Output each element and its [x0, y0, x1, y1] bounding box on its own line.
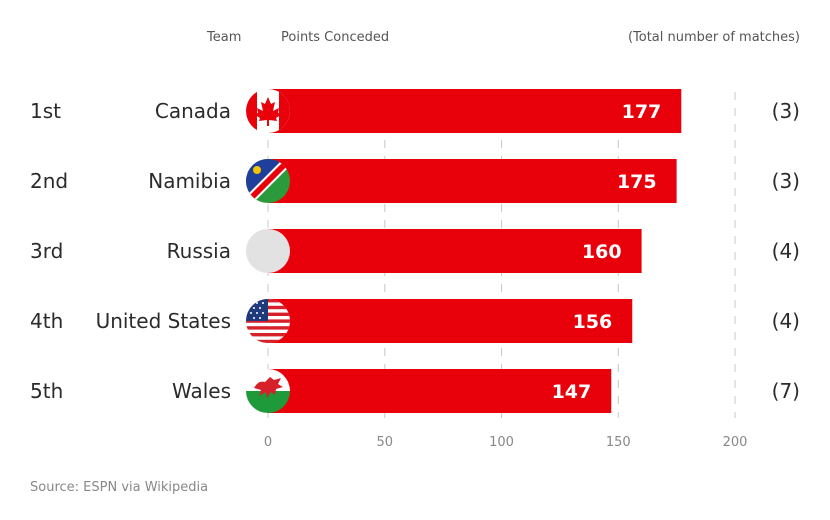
- matches-label: (3): [772, 169, 800, 193]
- bar: [268, 159, 677, 203]
- bar-value-label: 160: [582, 241, 622, 263]
- rank-label: 5th: [30, 379, 63, 403]
- bar: [268, 369, 612, 413]
- team-label: Canada: [155, 99, 231, 123]
- russia-flag-placeholder-icon: [246, 229, 290, 273]
- x-tick-label: 100: [489, 435, 514, 450]
- bars: [268, 89, 682, 413]
- labels: 0 50 100 150 200 1st Canada 177 (3) 2nd Namibia 175…: [30, 99, 800, 450]
- bar: [268, 89, 682, 133]
- x-tick-label: 50: [376, 435, 393, 450]
- team-label: Namibia: [148, 169, 231, 193]
- rank-label: 1st: [30, 99, 61, 123]
- wales-flag-icon: [246, 369, 290, 413]
- bar: [268, 229, 642, 273]
- x-tick-label: 150: [606, 435, 631, 450]
- namibia-flag-icon: [246, 159, 290, 203]
- column-header-total-matches: (Total number of matches): [627, 30, 800, 45]
- bar-value-label: 177: [622, 101, 662, 123]
- bar-value-label: 147: [552, 381, 592, 403]
- team-label: Wales: [172, 379, 231, 403]
- matches-label: (7): [772, 379, 800, 403]
- canada-flag-icon: [246, 89, 290, 133]
- source-note: Source: ESPN via Wikipedia: [30, 480, 209, 495]
- bar: [268, 299, 633, 343]
- matches-label: (4): [772, 309, 800, 333]
- rank-label: 3rd: [30, 239, 63, 263]
- united-states-flag-icon: [246, 299, 290, 343]
- column-header-points-conceded: Points Conceded: [281, 30, 390, 45]
- rank-label: 4th: [30, 309, 63, 333]
- x-tick-label: 0: [264, 435, 272, 450]
- matches-label: (4): [772, 239, 800, 263]
- flags: [246, 89, 290, 413]
- rank-label: 2nd: [30, 169, 68, 193]
- team-label: United States: [96, 309, 231, 333]
- team-label: Russia: [167, 239, 231, 263]
- x-tick-label: 200: [723, 435, 748, 450]
- bar-value-label: 175: [617, 171, 657, 193]
- bar-value-label: 156: [573, 311, 613, 333]
- column-header-team: Team: [207, 30, 242, 45]
- matches-label: (3): [772, 99, 800, 123]
